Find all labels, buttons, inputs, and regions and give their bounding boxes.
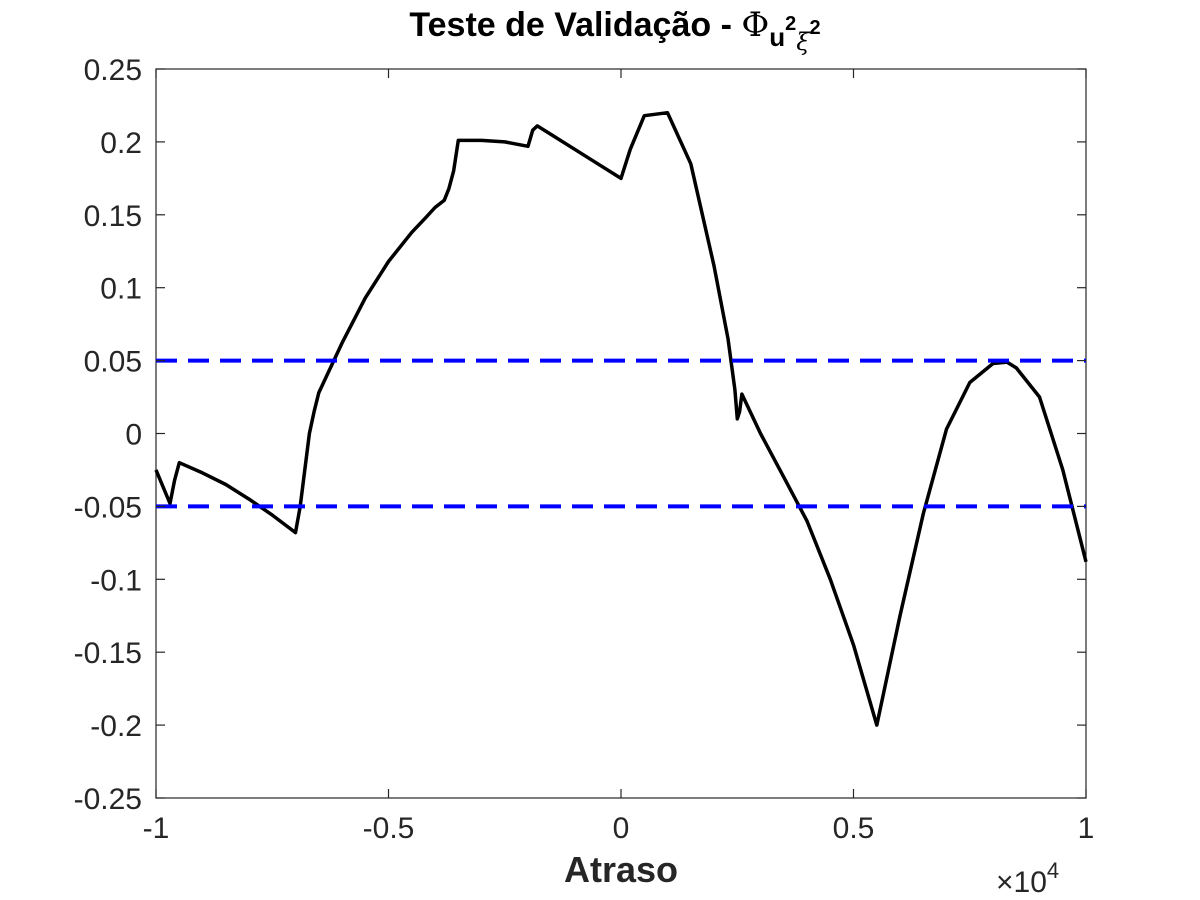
x-axis-label: Atraso <box>564 849 678 890</box>
x-multiplier-base: 10 <box>1014 866 1047 899</box>
y-tick-label: -0.2 <box>90 710 142 743</box>
y-tick-label: -0.25 <box>74 783 142 816</box>
tick-labels-layer: -1 -0.5 0 0.5 1 -0.25 -0.2 -0.15 -0.1 -0.05 0 0.05 0… <box>74 54 1095 845</box>
x-tick-label: -0.5 <box>363 812 415 845</box>
series-layer <box>154 110 1088 727</box>
y-tick-label: -0.05 <box>74 491 142 524</box>
x-tick-label: 0 <box>613 812 630 845</box>
y-tick-label: 0.15 <box>84 200 142 233</box>
x-tick-label: 1 <box>1078 812 1095 845</box>
y-tick-label: -0.15 <box>74 637 142 670</box>
x-tick-label: 0.5 <box>833 812 875 845</box>
chart-title-sub1: u <box>769 22 785 52</box>
chart-title-sup2: 2 <box>809 17 820 39</box>
x-multiplier-times: × <box>996 866 1014 899</box>
chart-title-main: Teste de Validação - <box>409 6 741 44</box>
x-multiplier-exponent: 4 <box>1047 858 1059 883</box>
y-tick-label: -0.1 <box>90 564 142 597</box>
y-tick-label: 0.2 <box>100 127 142 160</box>
x-tick-label: -1 <box>143 812 170 845</box>
y-tick-label: 0.25 <box>84 54 142 87</box>
ticks-layer <box>155 68 1087 799</box>
chart-title-sup1: 2 <box>785 13 796 35</box>
chart-title-symbol: Φ <box>741 5 769 45</box>
y-tick-label: 0.05 <box>84 346 142 379</box>
chart-title: Teste de Validação - Φu2ξ2 <box>409 5 820 56</box>
y-tick-label: 0.1 <box>100 273 142 306</box>
y-tick-label: 0 <box>125 419 142 452</box>
chart-title-sub2: ξ <box>796 28 811 56</box>
x-axis-multiplier: ×104 <box>996 858 1059 899</box>
series-line-0 <box>154 110 1088 727</box>
